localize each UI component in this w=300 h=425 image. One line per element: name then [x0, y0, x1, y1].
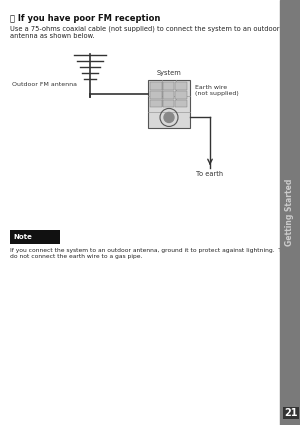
Circle shape [164, 113, 174, 122]
Bar [163, 82, 174, 90]
Bar [163, 99, 174, 108]
Text: If you connect the system to an outdoor antenna, ground it to protect against li: If you connect the system to an outdoor … [10, 248, 300, 259]
Bar [175, 91, 187, 99]
Bar [175, 82, 187, 90]
Bar [150, 91, 162, 99]
Bar [148, 80, 190, 128]
Text: System: System [157, 70, 181, 76]
Text: Use a 75-ohms coaxial cable (not supplied) to connect the system to an outdoor F: Use a 75-ohms coaxial cable (not supplie… [10, 25, 291, 39]
Bar [10, 230, 60, 244]
Text: To earth: To earth [196, 171, 224, 177]
Text: Outdoor FM antenna: Outdoor FM antenna [12, 82, 77, 87]
Text: Note: Note [13, 234, 32, 240]
Bar [150, 82, 162, 90]
Bar [163, 91, 174, 99]
Bar [280, 0, 300, 425]
Text: 21: 21 [284, 408, 298, 418]
Text: ⑂ If you have poor FM reception: ⑂ If you have poor FM reception [10, 14, 160, 23]
Text: Earth wire
(not supplied): Earth wire (not supplied) [195, 85, 239, 96]
Text: Getting Started: Getting Started [286, 179, 295, 246]
Bar [175, 99, 187, 108]
Bar [150, 99, 162, 108]
